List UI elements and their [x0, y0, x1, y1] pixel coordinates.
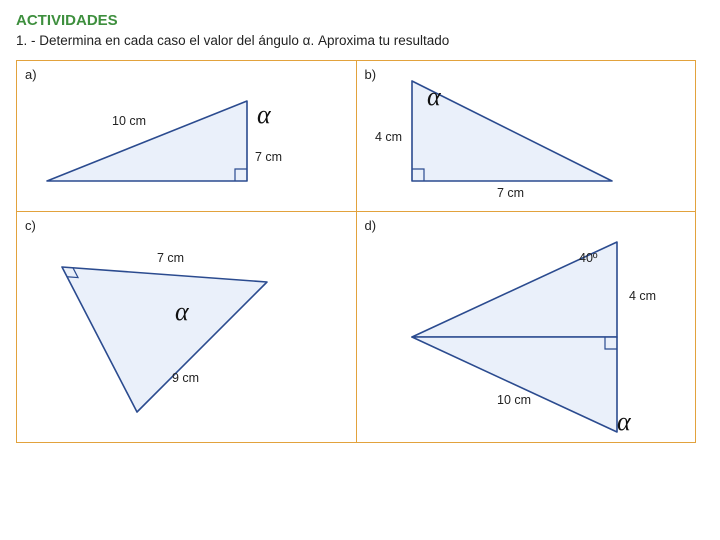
svg-text:9 cm: 9 cm	[172, 371, 199, 385]
panel-d: d) α 40º 4 cm 10 cm	[357, 212, 696, 442]
panel-label-d: d)	[365, 218, 377, 233]
panel-a: a) α 10 cm 7 cm	[17, 61, 356, 211]
svg-text:4 cm: 4 cm	[629, 289, 656, 303]
svg-text:α: α	[257, 100, 272, 129]
svg-text:α: α	[175, 297, 190, 326]
panel-label-c: c)	[25, 218, 36, 233]
triangle-d: α 40º 4 cm 10 cm	[357, 212, 697, 442]
panel-b: b) α 4 cm 7 cm	[357, 61, 696, 211]
panel-c: c) α 7 cm 9 cm	[17, 212, 356, 442]
svg-text:10 cm: 10 cm	[112, 114, 146, 128]
svg-text:4 cm: 4 cm	[375, 130, 402, 144]
triangle-c: α 7 cm 9 cm	[17, 212, 357, 442]
exercise-instruction: 1. - Determina en cada caso el valor del…	[16, 33, 704, 48]
triangle-b: α 4 cm 7 cm	[357, 61, 697, 211]
svg-text:α: α	[617, 407, 632, 436]
svg-text:7 cm: 7 cm	[497, 186, 524, 200]
svg-text:40º: 40º	[579, 251, 598, 265]
panel-label-b: b)	[365, 67, 377, 82]
triangle-a: α 10 cm 7 cm	[17, 61, 357, 211]
svg-text:α: α	[427, 82, 442, 111]
svg-text:7 cm: 7 cm	[157, 251, 184, 265]
exercise-grid: a) α10 cm7 cm b) α4 cm7 cm c) α7 cm9 cm …	[16, 60, 696, 443]
svg-text:7 cm: 7 cm	[255, 150, 282, 164]
svg-text:10 cm: 10 cm	[497, 393, 531, 407]
panel-label-a: a)	[25, 67, 37, 82]
section-heading: ACTIVIDADES	[16, 12, 704, 29]
